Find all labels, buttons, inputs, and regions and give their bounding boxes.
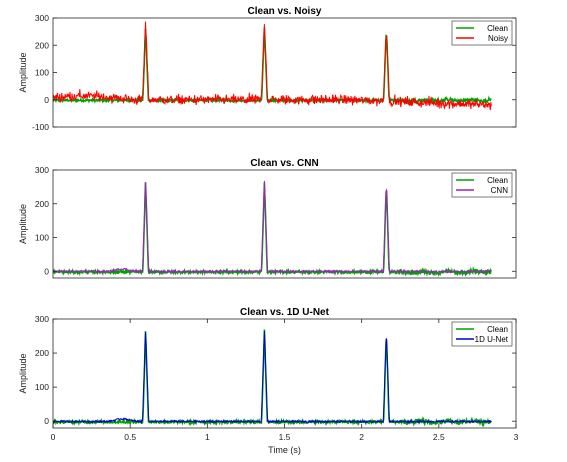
axes-box [52, 318, 517, 429]
series-line-noisy [53, 21, 492, 111]
y-tick-label: 100 [35, 68, 49, 78]
chart-title: Clean vs. CNN [250, 158, 318, 169]
y-tick-label: 100 [35, 233, 49, 243]
y-axis-label: Amplitude [18, 52, 28, 92]
x-tick-label: 0 [51, 432, 56, 442]
y-tick-label: 0 [44, 95, 49, 105]
axes-box [52, 169, 517, 279]
y-tick-label: 300 [35, 13, 49, 23]
y-tick-label: 300 [35, 314, 49, 324]
y-axis-label: Amplitude [18, 204, 28, 244]
legend-label: Noisy [488, 34, 508, 43]
x-tick-label: 2.5 [433, 432, 445, 442]
legend-box [451, 321, 513, 347]
legend-label: 1D U-Net [475, 335, 509, 344]
series-line-1d-u-net [53, 330, 492, 425]
y-tick-label: 0 [44, 266, 49, 276]
legend-box [451, 20, 513, 46]
panel-3: Clean vs. 1D U-Net Amplitude 0 100 200 300 0 0.… [18, 307, 519, 455]
series-line-clean [53, 27, 492, 106]
y-tick-label: -100 [32, 122, 49, 132]
legend-label: CNN [491, 186, 509, 195]
axes-box [52, 17, 517, 128]
legend-box [451, 172, 513, 198]
chart-title: Clean vs. 1D U-Net [240, 307, 330, 318]
chart-title: Clean vs. Noisy [248, 6, 322, 17]
series-line-clean [53, 329, 492, 428]
x-tick-label: 2 [359, 432, 364, 442]
x-tick-label: 1.5 [279, 432, 291, 442]
panel-1: Clean vs. Noisy Amplitude -100 0 100 200 300 Cl… [18, 6, 517, 132]
y-tick-label: 200 [35, 348, 49, 358]
y-tick-label: 100 [35, 382, 49, 392]
legend-label: Clean [487, 24, 508, 33]
x-tick-label: 1 [205, 432, 210, 442]
y-axis-label: Amplitude [18, 353, 28, 393]
series-line-clean [53, 182, 493, 277]
legend-label: Clean [487, 176, 508, 185]
y-tick-label: 200 [35, 40, 49, 50]
x-tick-label: 3 [514, 432, 519, 442]
legend-label: Clean [487, 325, 508, 334]
y-tick-label: 300 [35, 165, 49, 175]
x-tick-label: 0.5 [124, 432, 136, 442]
y-tick-label: 0 [44, 416, 49, 426]
series-line-cnn [53, 180, 492, 275]
y-tick-label: 200 [35, 199, 49, 209]
x-axis-label: Time (s) [268, 445, 301, 455]
